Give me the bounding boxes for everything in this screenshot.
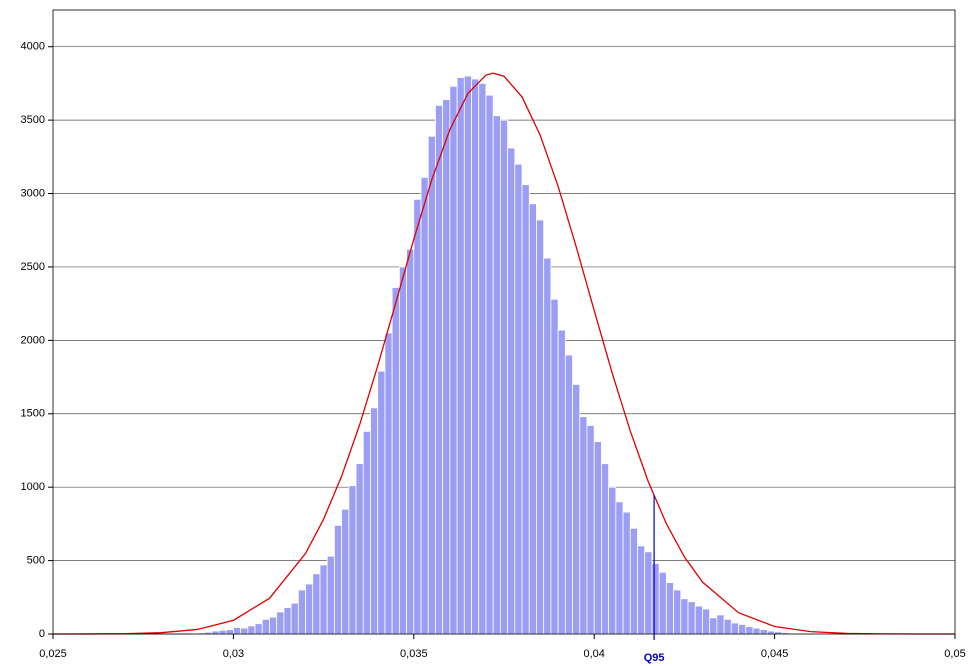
y-tick-label: 2500 <box>21 261 45 273</box>
bar <box>211 630 220 635</box>
bar <box>449 85 458 635</box>
bar <box>637 545 646 635</box>
bar <box>507 147 516 635</box>
bar <box>413 199 422 635</box>
bar <box>738 624 747 635</box>
bar <box>406 248 415 635</box>
bar <box>427 135 436 635</box>
bar <box>593 441 602 635</box>
y-tick-label: 3000 <box>21 187 45 199</box>
bar <box>673 589 682 635</box>
bar <box>254 623 263 635</box>
bar <box>478 83 487 635</box>
bar <box>471 78 480 635</box>
bar <box>435 105 444 635</box>
bar <box>644 551 653 635</box>
bar <box>680 598 689 635</box>
y-tick-label: 2000 <box>21 334 45 346</box>
bar <box>247 625 256 635</box>
fit-curve <box>52 72 955 635</box>
bar <box>276 611 285 635</box>
bar <box>564 354 573 635</box>
y-tick-label: 3500 <box>21 114 45 126</box>
bar <box>514 163 523 635</box>
bar <box>536 219 545 635</box>
x-tick-label: 0,04 <box>583 648 604 660</box>
bar <box>752 627 761 635</box>
y-tick-label: 500 <box>27 554 45 566</box>
bar <box>694 605 703 635</box>
x-tick-label: 0,03 <box>223 648 244 660</box>
bar <box>362 430 371 635</box>
bar <box>290 602 299 635</box>
bar <box>723 618 732 635</box>
x-tick-label: 0,05 <box>944 648 965 660</box>
bar <box>557 329 566 635</box>
bar <box>485 94 494 635</box>
bar <box>384 332 393 635</box>
bar <box>766 630 775 635</box>
bar <box>355 463 364 635</box>
x-tick-label: 0,035 <box>400 648 428 660</box>
quantile-label: Q95 <box>644 652 665 664</box>
y-tick-label: 1500 <box>21 408 45 420</box>
bar <box>442 99 451 635</box>
bar <box>261 618 270 635</box>
bar <box>334 524 343 635</box>
bar <box>702 608 711 635</box>
bar <box>629 527 638 635</box>
bar <box>269 616 278 635</box>
bar <box>398 266 407 635</box>
bar <box>232 626 242 635</box>
bar <box>297 589 306 635</box>
bar <box>225 629 234 635</box>
bar <box>218 629 227 635</box>
bar <box>528 203 537 635</box>
bar <box>615 501 624 635</box>
bar <box>456 77 465 635</box>
bar <box>341 508 350 635</box>
bar <box>283 607 292 635</box>
bar <box>377 370 386 635</box>
bar <box>326 555 335 635</box>
bar <box>521 184 530 635</box>
bar <box>312 573 321 635</box>
bar <box>716 614 725 635</box>
bar <box>370 407 379 635</box>
bar <box>305 583 314 635</box>
y-tick-label: 1000 <box>21 481 45 493</box>
x-tick-label: 0,025 <box>39 648 67 660</box>
bar <box>579 416 588 635</box>
bar <box>550 298 559 635</box>
bar <box>622 511 631 635</box>
bar <box>391 287 400 635</box>
bar <box>240 627 249 635</box>
bar <box>759 629 768 635</box>
bar <box>499 119 509 635</box>
bar <box>730 622 739 635</box>
bar <box>745 626 754 635</box>
bar <box>543 257 552 635</box>
y-tick-label: 4000 <box>21 41 45 53</box>
bar <box>348 485 357 635</box>
bar <box>608 486 617 635</box>
plot-frame <box>52 9 956 635</box>
bar <box>420 176 429 635</box>
bar <box>658 571 667 635</box>
bar <box>586 425 595 635</box>
bar <box>463 75 472 635</box>
bar <box>601 463 610 635</box>
bar <box>709 617 718 635</box>
x-tick-label: 0,045 <box>761 648 789 660</box>
bar <box>319 564 328 635</box>
bar <box>651 563 660 635</box>
bar <box>687 601 696 635</box>
y-tick-label: 0 <box>39 628 45 640</box>
bar <box>492 115 501 635</box>
bar <box>665 582 674 635</box>
bar <box>572 383 581 635</box>
